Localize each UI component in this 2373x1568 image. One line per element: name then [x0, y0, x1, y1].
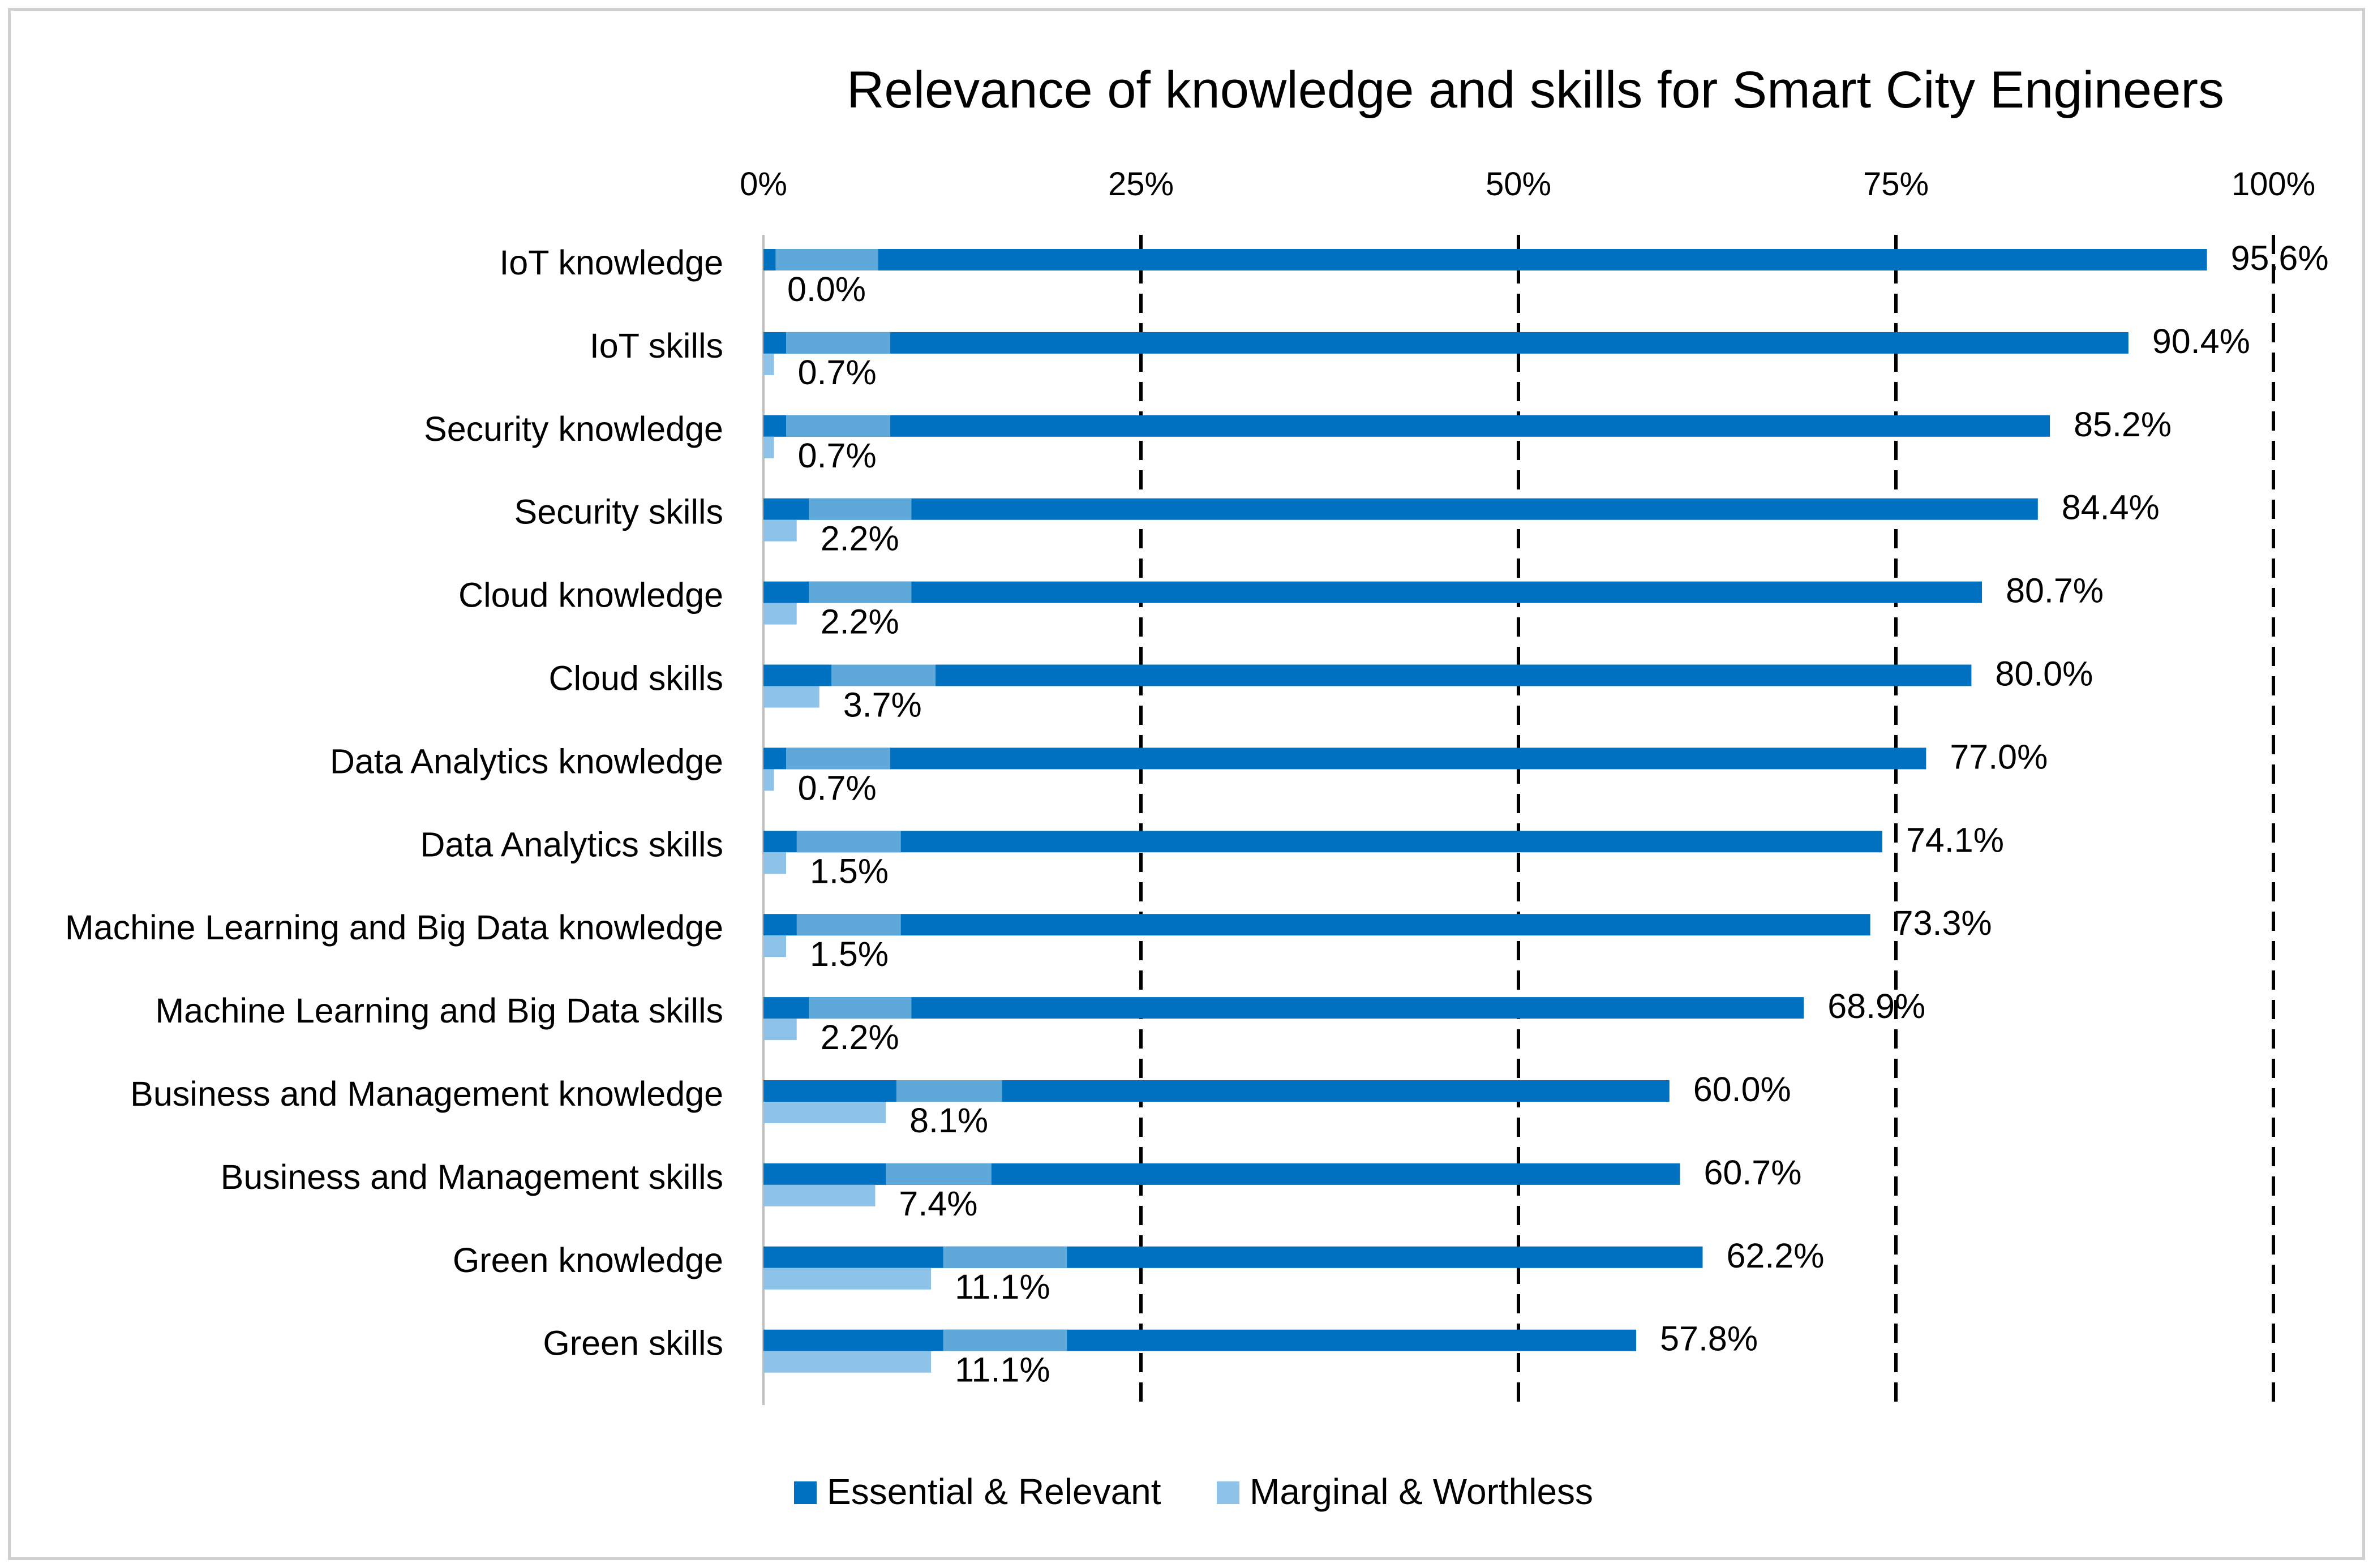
bar-essential	[763, 498, 2038, 520]
data-label-essential: 68.9%	[1827, 987, 1925, 1025]
category-label: Security skills	[514, 493, 723, 531]
bar-overlay-band	[809, 997, 912, 1019]
data-label-essential: 62.2%	[1726, 1236, 1824, 1275]
data-label-marginal: 11.1%	[955, 1268, 1050, 1306]
bar-marginal	[763, 686, 819, 708]
bar-overlay-band	[809, 498, 912, 520]
data-label-essential: 60.0%	[1693, 1070, 1791, 1109]
bar-marginal	[763, 1351, 932, 1373]
bar-overlay-band	[809, 581, 912, 603]
x-tick-label: 50%	[1486, 166, 1551, 203]
chart-title: Relevance of knowledge and skills for Sm…	[847, 61, 2224, 119]
data-label-marginal: 11.1%	[955, 1351, 1050, 1389]
data-label-essential: 80.0%	[1995, 655, 2093, 693]
bars	[763, 249, 2207, 1373]
bar-essential	[763, 997, 1804, 1019]
gridlines	[762, 235, 2275, 1405]
data-label-essential: 85.2%	[2074, 405, 2172, 444]
data-label-essential: 95.6%	[2231, 239, 2329, 277]
bar-essential	[763, 415, 2050, 437]
data-label-marginal: 0.7%	[798, 768, 877, 807]
bar-essential	[763, 831, 1882, 853]
legend-swatch-essential	[794, 1481, 817, 1504]
bar-marginal	[763, 1019, 797, 1041]
category-label: Business and Management knowledge	[130, 1075, 723, 1113]
bar-essential	[763, 249, 2207, 270]
data-label-essential: 77.0%	[1950, 737, 2048, 776]
data-label-marginal: 7.4%	[899, 1184, 977, 1223]
bar-overlay-band	[786, 748, 891, 770]
data-label-essential: 84.4%	[2062, 488, 2160, 527]
data-label-marginal: 8.1%	[909, 1101, 988, 1140]
legend: Essential & Relevant Marginal & Worthles…	[794, 1471, 1593, 1512]
category-label: Business and Management skills	[221, 1158, 723, 1196]
bar-overlay-band	[796, 914, 901, 936]
data-label-essential: 80.7%	[2006, 572, 2104, 610]
bar-marginal	[763, 935, 787, 957]
category-label: Cloud skills	[549, 659, 724, 698]
chart-frame: Relevance of knowledge and skills for Sm…	[8, 8, 2365, 1560]
category-labels: IoT knowledge IoT skills Security knowledg…	[65, 243, 723, 1363]
bar-marginal	[763, 769, 774, 791]
bar-marginal	[763, 852, 787, 874]
bar-essential	[763, 748, 1926, 770]
data-label-marginal: 0.7%	[798, 353, 877, 392]
data-label-marginal: 2.2%	[821, 603, 899, 641]
x-axis-ticks: 0% 25% 50% 75% 100%	[740, 166, 2315, 203]
bar-essential	[763, 1246, 1703, 1268]
bar-marginal	[763, 353, 774, 375]
category-label: Green skills	[543, 1324, 723, 1363]
category-label: Security knowledge	[424, 410, 723, 448]
data-label-essential: 60.7%	[1703, 1153, 1801, 1192]
bar-marginal	[763, 603, 797, 625]
x-tick-label: 100%	[2232, 166, 2315, 203]
bar-marginal	[763, 1268, 932, 1290]
legend-label-marginal: Marginal & Worthless	[1250, 1471, 1593, 1512]
bar-overlay-band	[943, 1246, 1067, 1268]
x-tick-label: 25%	[1108, 166, 1174, 203]
bar-overlay-band	[896, 1080, 1002, 1102]
bar-essential	[763, 581, 1982, 603]
data-label-marginal: 1.5%	[810, 852, 889, 890]
bar-overlay-band	[886, 1163, 992, 1185]
category-label: Cloud knowledge	[458, 576, 723, 615]
legend-label-essential: Essential & Relevant	[827, 1471, 1161, 1512]
data-label-marginal: 0.7%	[798, 436, 877, 475]
bar-overlay-band	[796, 831, 901, 853]
bar-overlay-band	[943, 1329, 1067, 1351]
bar-marginal	[763, 1184, 876, 1206]
category-label: Machine Learning and Big Data skills	[155, 991, 723, 1030]
data-labels: 95.6% 0.0% 90.4% 0.7% 85.2% 0.7% 84.4% 2.2% 80.7…	[787, 239, 2329, 1389]
category-label: Data Analytics skills	[420, 825, 723, 864]
category-label: IoT skills	[590, 327, 723, 365]
bar-overlay-band	[786, 415, 891, 437]
bar-marginal	[763, 519, 797, 542]
data-label-essential: 74.1%	[1906, 820, 2004, 859]
bar-marginal	[763, 1102, 886, 1123]
bar-marginal	[763, 436, 774, 458]
bar-essential	[763, 664, 1972, 686]
bar-overlay-band	[775, 249, 878, 270]
category-label: Data Analytics knowledge	[330, 742, 723, 780]
legend-swatch-marginal	[1217, 1481, 1239, 1504]
data-label-essential: 57.8%	[1660, 1320, 1758, 1358]
category-label: Green knowledge	[453, 1241, 723, 1279]
bar-essential	[763, 332, 2129, 354]
category-label: Machine Learning and Big Data knowledge	[65, 908, 723, 947]
data-label-essential: 90.4%	[2152, 322, 2250, 360]
data-label-marginal: 1.5%	[810, 935, 889, 973]
data-label-marginal: 2.2%	[821, 1018, 899, 1056]
data-label-marginal: 0.0%	[787, 270, 866, 308]
bar-overlay-band	[786, 332, 891, 354]
bar-essential	[763, 914, 1870, 936]
category-label: IoT knowledge	[499, 243, 723, 282]
x-tick-label: 75%	[1863, 166, 1929, 203]
data-label-marginal: 3.7%	[843, 686, 922, 724]
bar-overlay-band	[831, 664, 936, 686]
data-label-marginal: 2.2%	[821, 519, 899, 558]
data-label-essential: 73.3%	[1894, 904, 1992, 942]
x-tick-label: 0%	[740, 166, 787, 203]
bar-essential	[763, 1329, 1637, 1351]
